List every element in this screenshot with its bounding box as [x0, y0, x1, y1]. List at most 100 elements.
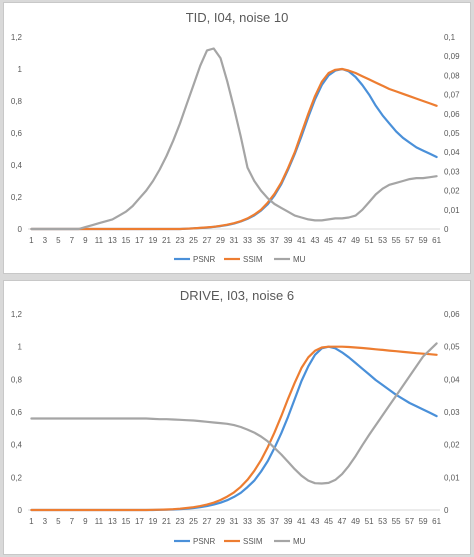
- legend-label-psnr: PSNR: [193, 537, 215, 546]
- y-tick-label: 0,6: [11, 408, 23, 417]
- x-tick-label: 59: [419, 517, 428, 526]
- x-tick-label: 49: [351, 517, 360, 526]
- x-tick-label: 21: [162, 236, 171, 245]
- x-tick-label: 47: [338, 236, 347, 245]
- y2-tick-label: 0,06: [444, 110, 460, 119]
- x-tick-label: 25: [189, 236, 198, 245]
- x-tick-label: 27: [203, 517, 212, 526]
- x-tick-label: 21: [162, 517, 171, 526]
- x-tick-label: 45: [324, 236, 333, 245]
- x-tick-label: 61: [432, 236, 441, 245]
- y2-tick-label: 0,03: [444, 408, 460, 417]
- x-tick-label: 41: [297, 517, 306, 526]
- x-tick-label: 27: [203, 236, 212, 245]
- y2-tick-label: 0,02: [444, 441, 460, 450]
- legend-label-psnr: PSNR: [193, 255, 215, 264]
- y-tick-label: 1,2: [11, 310, 23, 319]
- y2-tick-label: 0: [444, 506, 449, 515]
- x-tick-label: 43: [311, 236, 320, 245]
- legend-label-ssim: SSIM: [243, 255, 263, 264]
- x-tick-label: 7: [70, 236, 75, 245]
- x-tick-label: 55: [392, 236, 401, 245]
- x-tick-label: 57: [405, 236, 414, 245]
- x-tick-label: 35: [257, 236, 266, 245]
- x-tick-label: 45: [324, 517, 333, 526]
- chart-title: TID, I04, noise 10: [186, 10, 289, 25]
- y2-tick-label: 0,06: [444, 310, 460, 319]
- y-tick-label: 0: [18, 225, 23, 234]
- x-tick-label: 33: [243, 236, 252, 245]
- x-tick-label: 49: [351, 236, 360, 245]
- x-tick-label: 3: [43, 517, 48, 526]
- legend-label-ssim: SSIM: [243, 537, 263, 546]
- x-tick-label: 1: [29, 236, 34, 245]
- y2-tick-label: 0,01: [444, 206, 460, 215]
- series-line-ssim: [30, 345, 438, 512]
- x-tick-label: 61: [432, 517, 441, 526]
- x-tick-label: 9: [83, 236, 88, 245]
- y2-tick-label: 0,04: [444, 375, 460, 384]
- y-tick-label: 0,2: [11, 193, 23, 202]
- x-tick-label: 53: [378, 236, 387, 245]
- x-tick-label: 47: [338, 517, 347, 526]
- y-tick-label: 0,2: [11, 473, 23, 482]
- y2-tick-label: 0,04: [444, 148, 460, 157]
- x-tick-label: 51: [365, 517, 374, 526]
- y-tick-label: 0,4: [11, 441, 23, 450]
- y2-tick-label: 0,09: [444, 52, 460, 61]
- x-tick-label: 23: [176, 236, 185, 245]
- x-tick-label: 1: [29, 517, 34, 526]
- x-tick-label: 7: [70, 517, 75, 526]
- x-tick-label: 39: [284, 236, 293, 245]
- y2-tick-label: 0,08: [444, 71, 460, 80]
- x-tick-label: 9: [83, 517, 88, 526]
- chart-panel-tid: TID, I04, noise 10 0 0,2 0,4 0,6 0,8 1 1,2 0 0,01…: [3, 2, 471, 274]
- y-tick-label: 0,8: [11, 97, 23, 106]
- x-tick-label: 13: [108, 517, 117, 526]
- x-tick-label: 41: [297, 236, 306, 245]
- legend-label-mu: MU: [293, 255, 306, 264]
- y2-tick-label: 0,03: [444, 167, 460, 176]
- x-tick-label: 13: [108, 236, 117, 245]
- x-tick-label: 37: [270, 517, 279, 526]
- y-tick-label: 0,4: [11, 161, 23, 170]
- x-tick-label: 59: [419, 236, 428, 245]
- series-line-psnr: [30, 345, 438, 512]
- y-tick-label: 1: [18, 343, 23, 352]
- y-tick-label: 1: [18, 65, 23, 74]
- x-tick-label: 57: [405, 517, 414, 526]
- x-tick-label: 31: [230, 517, 239, 526]
- y-tick-label: 0,6: [11, 129, 23, 138]
- x-tick-label: 43: [311, 517, 320, 526]
- x-tick-label: 53: [378, 517, 387, 526]
- chart-panel-drive: DRIVE, I03, noise 6 0 0,2 0,4 0,6 0,8 1 1,2 0 0,0…: [3, 280, 471, 555]
- x-tick-label: 17: [135, 236, 144, 245]
- series-line-psnr: [30, 67, 438, 231]
- legend-label-mu: MU: [293, 537, 306, 546]
- x-tick-label: 51: [365, 236, 374, 245]
- x-tick-label: 55: [392, 517, 401, 526]
- y2-tick-label: 0,05: [444, 129, 460, 138]
- x-tick-label: 39: [284, 517, 293, 526]
- y2-tick-label: 0,02: [444, 187, 460, 196]
- x-tick-label: 35: [257, 517, 266, 526]
- x-tick-label: 33: [243, 517, 252, 526]
- chart-tid: TID, I04, noise 10 0 0,2 0,4 0,6 0,8 1 1,2 0 0,01…: [11, 10, 460, 264]
- x-tick-label: 29: [216, 517, 225, 526]
- chart-drive: DRIVE, I03, noise 6 0 0,2 0,4 0,6 0,8 1 1,2 0 0,0…: [11, 288, 460, 546]
- y2-tick-label: 0,1: [444, 33, 456, 42]
- series-line-ssim: [30, 67, 438, 231]
- x-tick-label: 17: [135, 517, 144, 526]
- x-tick-label: 31: [230, 236, 239, 245]
- x-tick-label: 15: [121, 517, 130, 526]
- x-tick-label: 11: [95, 236, 104, 245]
- x-tick-label: 19: [148, 517, 157, 526]
- chart-title: DRIVE, I03, noise 6: [180, 288, 294, 303]
- x-tick-label: 37: [270, 236, 279, 245]
- series-line-mu: [30, 47, 438, 231]
- x-tick-label: 19: [148, 236, 157, 245]
- x-tick-label: 15: [121, 236, 130, 245]
- y2-tick-label: 0,07: [444, 91, 460, 100]
- x-tick-label: 5: [56, 236, 61, 245]
- y-tick-label: 0: [18, 506, 23, 515]
